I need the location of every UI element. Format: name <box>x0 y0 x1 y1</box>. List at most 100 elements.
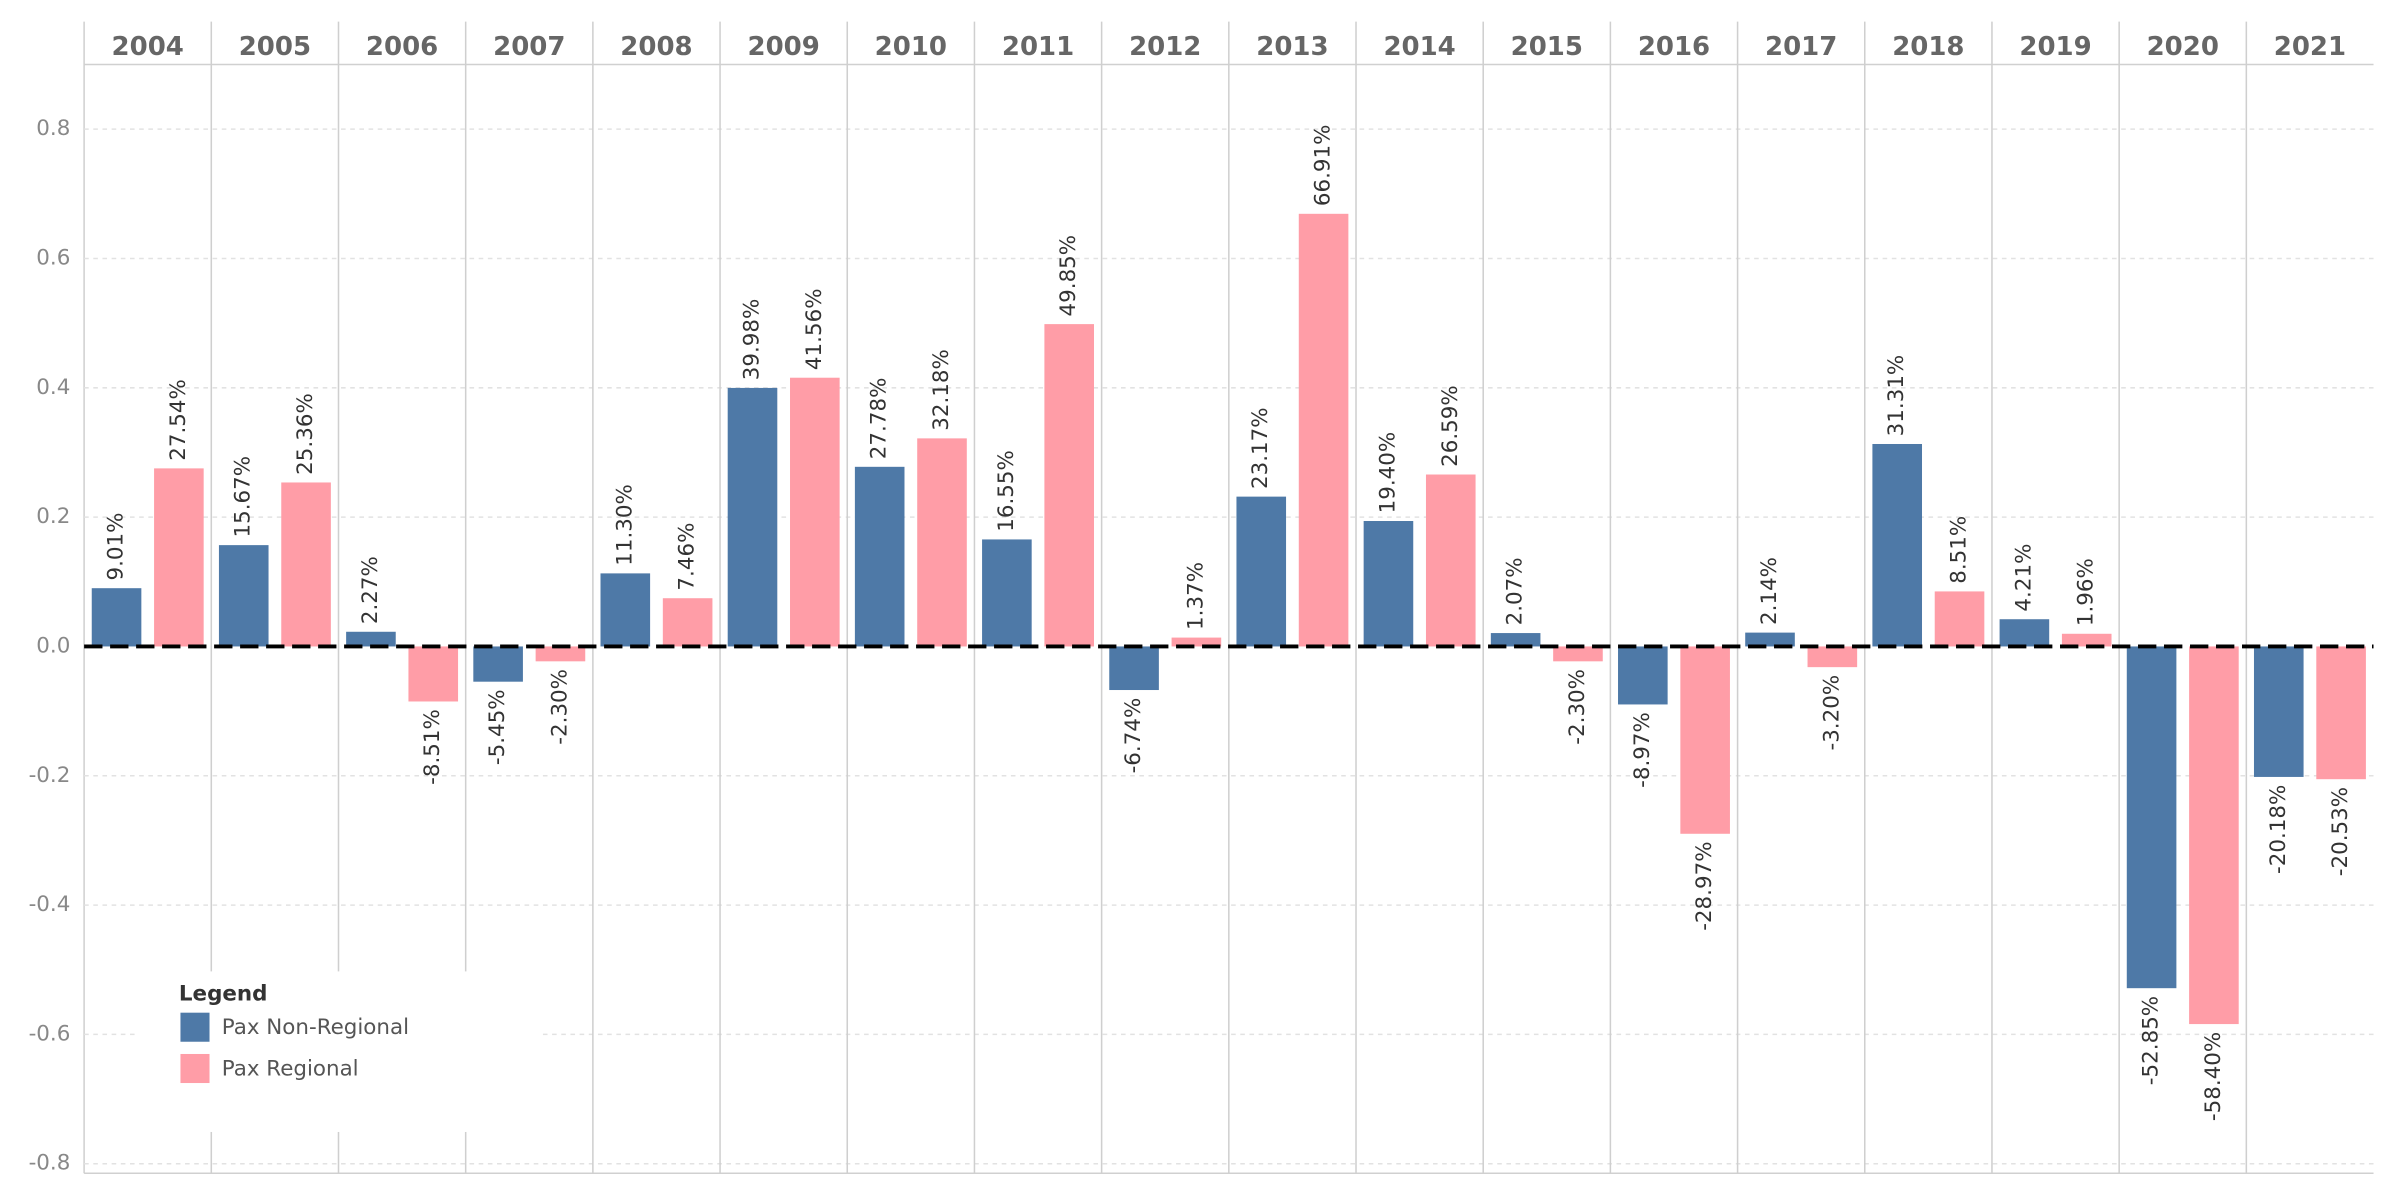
x-tick-label: 2006 <box>366 32 438 62</box>
x-tick-label: 2015 <box>1511 32 1583 62</box>
value-label: -6.74% <box>1121 698 1146 774</box>
legend-title: Legend <box>179 981 268 1006</box>
bar <box>600 573 651 647</box>
value-label: 23.17% <box>1248 407 1273 489</box>
bar <box>154 468 204 647</box>
legend-swatch <box>180 1053 210 1084</box>
value-label: 49.85% <box>1056 235 1081 317</box>
bar <box>473 646 523 682</box>
value-label: 39.98% <box>739 299 764 381</box>
y-tick-label: 0.4 <box>36 375 70 400</box>
value-label: 25.36% <box>293 393 318 475</box>
bar <box>2253 646 2304 777</box>
x-tick-label: 2005 <box>239 32 311 62</box>
bar <box>1745 632 1795 647</box>
bar <box>91 588 142 647</box>
legend-box <box>137 971 543 1132</box>
x-tick-label: 2009 <box>747 32 819 62</box>
bar <box>218 545 269 647</box>
value-label: 26.59% <box>1438 385 1463 467</box>
value-label: -2.30% <box>547 669 572 745</box>
value-label: 27.78% <box>867 378 892 460</box>
value-label: 7.46% <box>675 523 700 591</box>
value-label: -3.20% <box>1819 675 1844 751</box>
bar <box>1934 591 1985 647</box>
bar <box>2189 646 2239 1025</box>
x-tick-label: 2014 <box>1383 32 1455 62</box>
bar <box>1618 646 1668 705</box>
x-tick-label: 2013 <box>1256 32 1328 62</box>
bar <box>1490 633 1541 647</box>
y-tick-label: -0.4 <box>29 892 71 917</box>
value-label: 27.54% <box>166 379 191 461</box>
bar <box>727 387 778 647</box>
x-tick-label: 2018 <box>1892 32 1964 62</box>
bar <box>535 646 586 662</box>
y-tick-label: 0.8 <box>36 116 70 141</box>
bar <box>281 482 331 647</box>
value-label: -20.53% <box>2328 787 2353 876</box>
x-tick-label: 2019 <box>2019 32 2091 62</box>
y-tick-label: -0.8 <box>29 1151 71 1176</box>
value-label: 4.21% <box>2011 544 2036 612</box>
bar <box>1553 646 1603 662</box>
value-label: 9.01% <box>104 513 129 581</box>
bar <box>854 466 905 647</box>
bar <box>1999 619 2050 647</box>
bar <box>2126 646 2177 989</box>
y-tick-label: 0.0 <box>36 633 70 658</box>
value-label: 15.67% <box>231 456 256 538</box>
value-label: 8.51% <box>1947 516 1972 584</box>
bar <box>2061 633 2112 647</box>
value-label: 31.31% <box>1884 355 1909 437</box>
bar <box>1807 646 1858 668</box>
x-tick-label: 2010 <box>875 32 947 62</box>
value-label: 1.37% <box>1183 562 1208 630</box>
bar <box>1171 637 1222 647</box>
y-tick-label: -0.6 <box>29 1021 71 1046</box>
x-tick-label: 2016 <box>1638 32 1710 62</box>
value-label: 32.18% <box>929 349 954 431</box>
value-label: 2.14% <box>1757 557 1782 625</box>
value-label: 2.27% <box>358 556 383 624</box>
bar <box>1425 474 1476 647</box>
x-tick-label: 2004 <box>112 32 184 62</box>
bar <box>1363 521 1414 647</box>
value-label: -2.30% <box>1565 669 1590 745</box>
x-tick-label: 2008 <box>620 32 692 62</box>
value-label: 11.30% <box>612 484 637 566</box>
bar <box>1044 324 1095 647</box>
x-tick-label: 2021 <box>2274 32 2346 62</box>
value-label: 1.96% <box>2074 558 2099 626</box>
bar <box>662 598 713 647</box>
legend-label: Pax Non-Regional <box>222 1015 409 1040</box>
value-label: 66.91% <box>1311 125 1336 207</box>
x-tick-label: 2017 <box>1765 32 1837 62</box>
value-label: -8.97% <box>1630 712 1655 788</box>
bar <box>790 377 840 647</box>
bar <box>917 438 967 647</box>
value-label: 41.56% <box>802 288 827 370</box>
bar <box>408 646 459 702</box>
x-tick-label: 2020 <box>2147 32 2219 62</box>
bar <box>1298 213 1349 647</box>
value-label: -28.97% <box>1692 841 1717 930</box>
value-label: 2.07% <box>1503 557 1528 625</box>
value-label: -52.85% <box>2139 996 2164 1085</box>
legend-swatch <box>180 1012 210 1042</box>
value-label: -20.18% <box>2266 785 2291 874</box>
bar <box>346 631 396 647</box>
value-label: 19.40% <box>1375 432 1400 514</box>
y-tick-label: 0.2 <box>36 504 70 529</box>
bar <box>2316 646 2366 780</box>
value-label: -5.45% <box>485 689 510 765</box>
bar <box>1236 496 1287 647</box>
value-label: -8.51% <box>420 709 445 785</box>
value-label: -58.40% <box>2201 1032 2226 1121</box>
bar <box>1872 443 1923 647</box>
legend-label: Pax Regional <box>222 1056 359 1081</box>
y-tick-label: 0.6 <box>36 245 70 270</box>
x-tick-label: 2011 <box>1002 32 1074 62</box>
